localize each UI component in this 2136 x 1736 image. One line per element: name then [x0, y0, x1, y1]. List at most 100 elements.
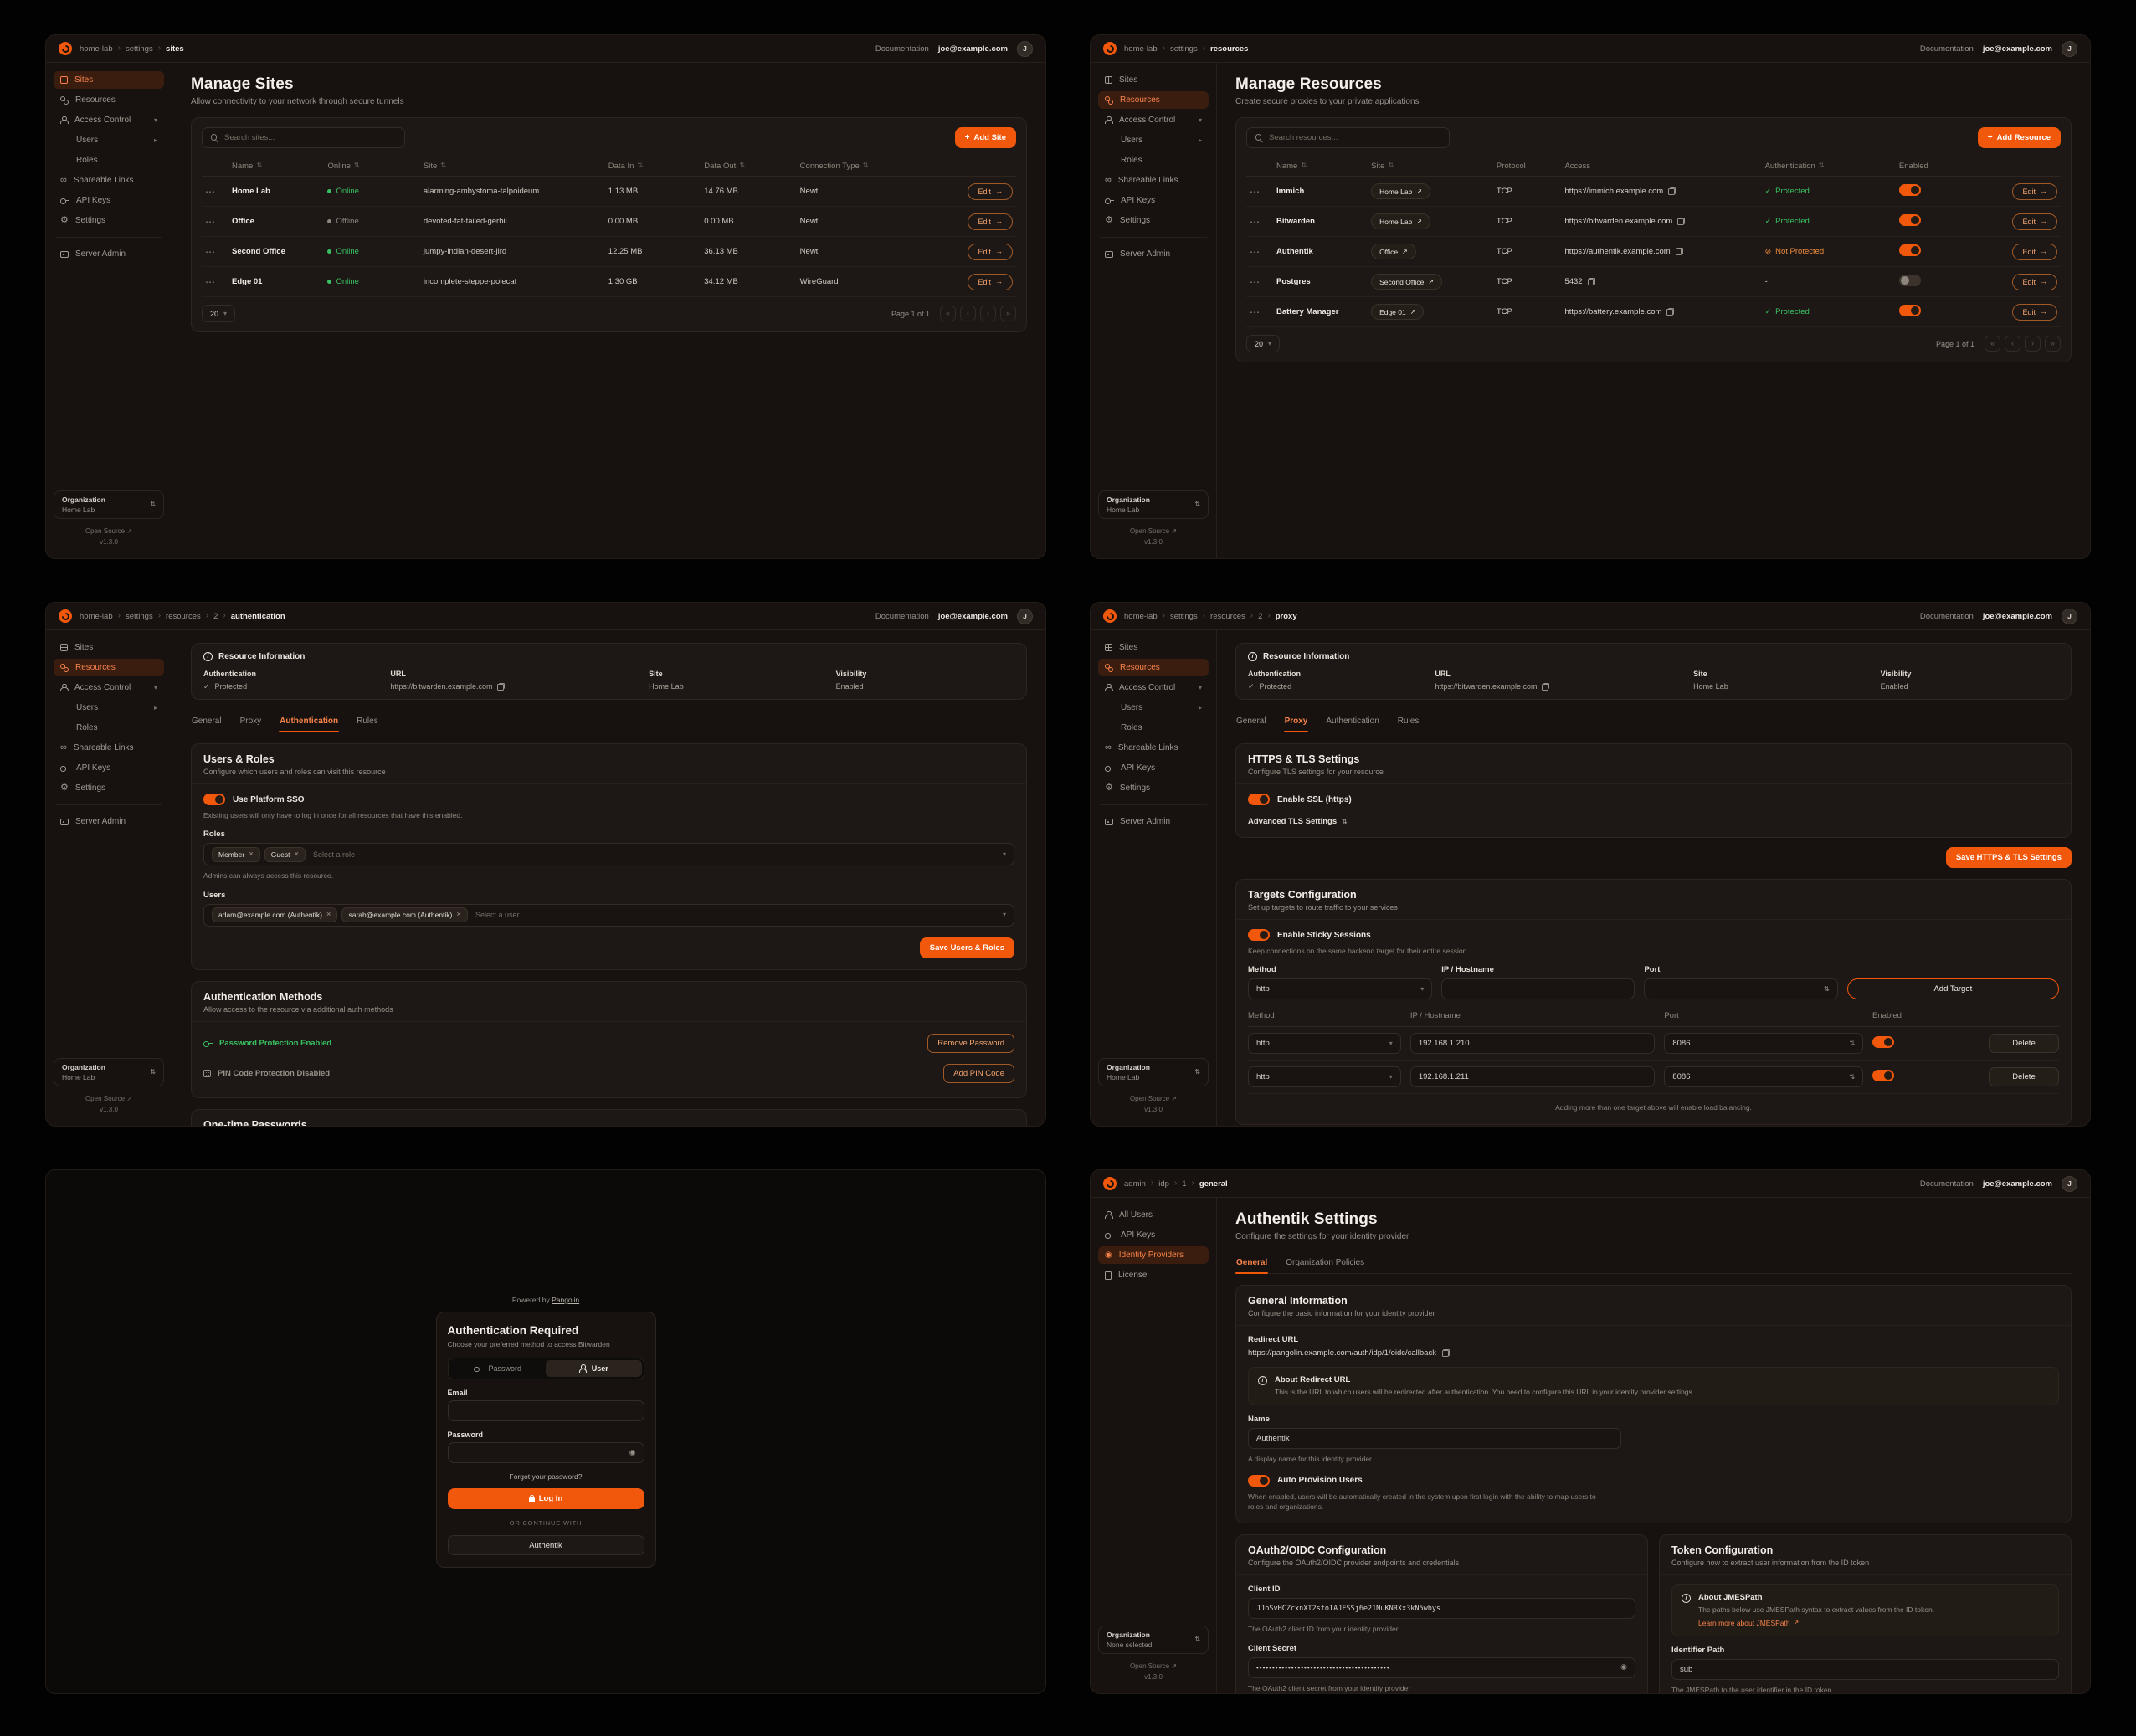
row-menu-button[interactable]: [1250, 306, 1270, 318]
spinner-icon[interactable]: [1849, 1040, 1855, 1048]
log-in-button[interactable]: Log In: [447, 1488, 644, 1509]
remove-icon[interactable]: [249, 850, 254, 859]
breadcrumb-item[interactable]: idp: [1158, 1179, 1169, 1189]
row-menu-button[interactable]: [1250, 185, 1270, 198]
user-chip[interactable]: sarah@example.com (Authentik): [341, 907, 468, 923]
row-menu-button[interactable]: [205, 245, 225, 258]
last-page-button[interactable]: [1000, 306, 1016, 321]
rows-per-page-select[interactable]: 20: [1246, 335, 1281, 352]
sidebar-item-api-keys[interactable]: API Keys: [54, 192, 164, 209]
spinner-icon[interactable]: [1824, 985, 1830, 994]
copy-icon[interactable]: [1666, 308, 1675, 316]
save-users-roles-button[interactable]: Save Users & Roles: [919, 937, 1014, 958]
breadcrumb-item[interactable]: settings: [1169, 611, 1198, 621]
sidebar-item-shareable-links[interactable]: Shareable Links: [1098, 739, 1209, 757]
edit-button[interactable]: Edit: [2012, 243, 2057, 260]
tab-user[interactable]: User: [546, 1360, 642, 1377]
sidebar-item-users[interactable]: Users: [1098, 131, 1209, 149]
sidebar-item-users[interactable]: Users: [1098, 699, 1209, 716]
sidebar-item-api-keys[interactable]: API Keys: [1098, 759, 1209, 777]
sidebar-item-all-users[interactable]: All Users: [1098, 1206, 1209, 1224]
breadcrumb-item[interactable]: admin: [1124, 1179, 1146, 1189]
copy-icon[interactable]: [1677, 218, 1686, 225]
sidebar-item-server-admin[interactable]: Server Admin: [1098, 813, 1209, 830]
column-connection-type[interactable]: Connection Type: [800, 162, 942, 171]
breadcrumb-item[interactable]: settings: [1169, 44, 1198, 54]
breadcrumb-item[interactable]: home-lab: [80, 44, 113, 54]
tab-proxy[interactable]: Proxy: [1283, 711, 1309, 732]
documentation-link[interactable]: Documentation: [875, 44, 929, 54]
target-enabled-toggle[interactable]: [1872, 1070, 1895, 1082]
tab-general[interactable]: General: [192, 716, 222, 726]
sidebar-item-shareable-links[interactable]: Shareable Links: [54, 739, 164, 757]
open-source-link[interactable]: Open Source: [1098, 1093, 1209, 1105]
target-port-input[interactable]: 8086: [1664, 1033, 1864, 1055]
first-page-button[interactable]: [1985, 336, 2000, 352]
tab-rules[interactable]: Rules: [357, 716, 378, 726]
open-source-link[interactable]: Open Source: [54, 526, 164, 537]
sidebar-item-access-control[interactable]: Access Control: [1098, 111, 1209, 129]
prev-page-button[interactable]: [960, 306, 976, 321]
search-input[interactable]: [224, 133, 397, 142]
user-email[interactable]: joe@example.com: [1982, 1179, 2052, 1189]
sticky-sessions-toggle[interactable]: [1248, 929, 1270, 941]
client-id-input[interactable]: [1248, 1598, 1635, 1620]
copy-icon[interactable]: [1675, 248, 1683, 255]
sidebar-item-sites[interactable]: Sites: [54, 639, 164, 656]
documentation-link[interactable]: Documentation: [1919, 611, 1974, 621]
tab-password[interactable]: Password: [450, 1360, 547, 1377]
remove-icon[interactable]: [294, 850, 299, 859]
sidebar-item-api-keys[interactable]: API Keys: [54, 759, 164, 777]
sidebar-item-shareable-links[interactable]: Shareable Links: [1098, 172, 1209, 189]
next-page-button[interactable]: [980, 306, 996, 321]
target-ip-input[interactable]: [1409, 1066, 1656, 1088]
platform-sso-toggle[interactable]: [203, 794, 225, 805]
site-badge[interactable]: Office: [1371, 244, 1416, 259]
avatar[interactable]: J: [2062, 1175, 2077, 1192]
breadcrumb-item[interactable]: settings: [125, 611, 153, 621]
authentik-login-button[interactable]: Authentik: [447, 1535, 644, 1555]
pangolin-logo[interactable]: [1103, 42, 1117, 55]
pangolin-logo[interactable]: [59, 609, 72, 623]
prev-page-button[interactable]: [2005, 336, 2020, 352]
enabled-toggle[interactable]: [1898, 305, 1921, 316]
breadcrumb-item[interactable]: 2: [213, 611, 218, 621]
eye-icon[interactable]: [629, 1449, 636, 1457]
sidebar-item-roles[interactable]: Roles: [54, 152, 164, 169]
sidebar-item-users[interactable]: Users: [54, 131, 164, 149]
rows-per-page-select[interactable]: 20: [202, 305, 236, 322]
sidebar-item-roles[interactable]: Roles: [54, 719, 164, 737]
delete-target-button[interactable]: Delete: [1989, 1034, 2059, 1054]
user-email[interactable]: joe@example.com: [1982, 44, 2052, 54]
sidebar-item-shareable-links[interactable]: Shareable Links: [54, 172, 164, 189]
column-authentication[interactable]: Authentication: [1765, 162, 1892, 171]
sidebar-item-roles[interactable]: Roles: [1098, 152, 1209, 169]
sidebar-item-resources[interactable]: Resources: [54, 91, 164, 109]
breadcrumb-item[interactable]: home-lab: [80, 611, 113, 621]
row-menu-button[interactable]: [1250, 245, 1270, 258]
edit-button[interactable]: Edit: [2012, 273, 2057, 290]
row-menu-button[interactable]: [205, 215, 225, 228]
sidebar-item-resources[interactable]: Resources: [1098, 659, 1209, 676]
sidebar-item-resources[interactable]: Resources: [54, 659, 164, 676]
organization-selector[interactable]: Organization Home Lab: [1098, 490, 1209, 519]
edit-button[interactable]: Edit: [968, 182, 1013, 200]
remove-icon[interactable]: [326, 911, 331, 919]
ip-hostname-input[interactable]: [1441, 978, 1635, 1000]
breadcrumb-item[interactable]: home-lab: [1124, 44, 1158, 54]
avatar[interactable]: J: [1017, 40, 1033, 57]
pangolin-link[interactable]: Pangolin: [552, 1296, 580, 1304]
sidebar-item-sites[interactable]: Sites: [1098, 639, 1209, 656]
sidebar-item-sites[interactable]: Sites: [54, 71, 164, 89]
sidebar-item-api-keys[interactable]: API Keys: [1098, 1226, 1209, 1244]
organization-selector[interactable]: Organization Home Lab: [1098, 1057, 1209, 1086]
row-menu-button[interactable]: [205, 185, 225, 198]
documentation-link[interactable]: Documentation: [1919, 1179, 1974, 1189]
row-menu-button[interactable]: [1250, 215, 1270, 228]
email-input[interactable]: [447, 1400, 644, 1421]
copy-icon[interactable]: [1441, 1349, 1450, 1357]
sidebar-item-api-keys[interactable]: API Keys: [1098, 192, 1209, 209]
user-email[interactable]: joe@example.com: [1982, 611, 2052, 621]
user-email[interactable]: joe@example.com: [937, 44, 1008, 54]
pangolin-logo[interactable]: [1103, 1177, 1117, 1190]
